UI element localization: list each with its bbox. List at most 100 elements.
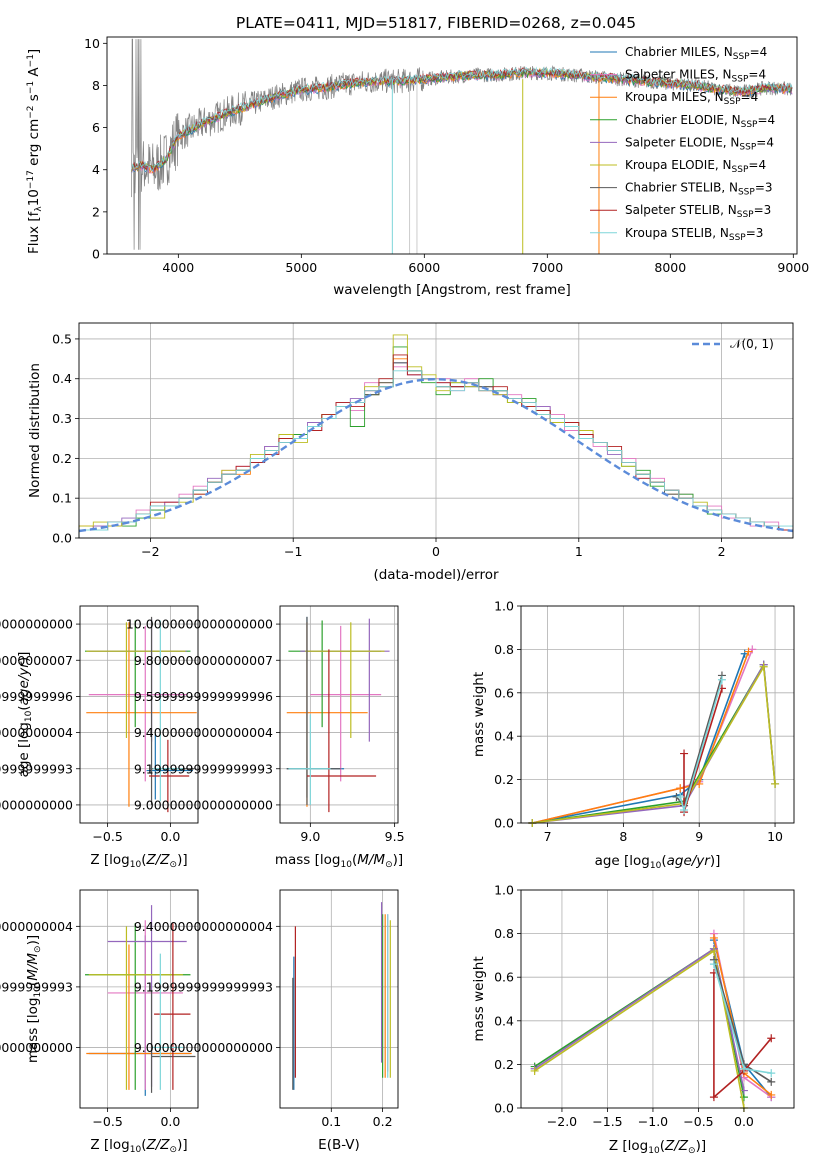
x-axis-label: mass [log10(M/M⊙)] — [275, 852, 403, 870]
weight-marker — [767, 1034, 776, 1043]
y-tick-label: 9.1999999999999993 — [0, 979, 73, 994]
label-part: ( — [660, 1138, 665, 1154]
figure-title: PLATE=0411, MJD=51817, FIBERID=0268, z=0… — [236, 14, 636, 32]
x-tick-label: −0.5 — [683, 1114, 713, 1129]
label-part: =3 — [754, 203, 772, 217]
label-part: mass [log — [275, 852, 341, 868]
label-part: =4 — [748, 68, 766, 82]
y-tick-label: 1.0 — [494, 883, 514, 898]
panel-mass_vs_EBV: 0.1 0.2 9.0000000000000000 9.19999999999999… — [134, 889, 399, 1153]
label-part: ( — [141, 852, 146, 868]
y-tick-label: 0.4 — [494, 1013, 514, 1028]
label-part: Chabrier ELODIE, N — [625, 113, 741, 127]
y-tick-label: 10.0000000000000000 — [126, 617, 273, 632]
label-part: SSP — [737, 210, 754, 220]
label-part: 𝒩 — [730, 337, 744, 351]
label-part: mass [log — [25, 998, 41, 1064]
gaussian-reference — [78, 377, 794, 533]
label-part: A — [26, 67, 42, 81]
x-tick-label: 0 — [432, 544, 440, 559]
label-part: 10 — [130, 860, 142, 870]
weight-marker — [744, 647, 753, 656]
label-part: M/M — [357, 852, 385, 868]
label-part: SSP — [739, 142, 756, 152]
label-part: SSP — [733, 52, 750, 62]
y-tick-label: 9.8000000000000007 — [0, 653, 73, 668]
label-part: )] — [177, 852, 188, 868]
x-tick-label: 9.0 — [300, 829, 320, 844]
x-tick-label: −0.5 — [92, 829, 122, 844]
y-tick-label: 10 — [84, 36, 100, 51]
y-tick-label: 0.8 — [494, 642, 514, 657]
x-tick-label: −2 — [141, 544, 159, 559]
y-axis-label: mass [log10(M/M⊙)] — [25, 935, 43, 1063]
legend-label: Salpeter STELIB, NSSP=3 — [625, 203, 771, 220]
legend-label: Kroupa MILES, NSSP=4 — [625, 90, 758, 107]
y-tick-label: 0.2 — [52, 451, 72, 466]
weight-line-3 — [534, 947, 745, 1098]
y-tick-label: 0.1 — [52, 491, 72, 506]
y-tick-label: 9.4000000000000004 — [0, 919, 73, 934]
weight-line-5 — [534, 949, 745, 1109]
label-part: Z [log — [90, 1137, 129, 1153]
y-tick-label: 0.5 — [52, 331, 72, 346]
label-part: Salpeter ELODIE, N — [625, 135, 739, 149]
weight-marker — [709, 960, 718, 969]
weight-line-7 — [683, 688, 723, 813]
label-part: SSP — [732, 165, 749, 175]
label-part: =3 — [755, 181, 773, 195]
weight-marker — [680, 749, 689, 758]
weight-marker — [709, 1093, 718, 1102]
weight-marker — [767, 1090, 776, 1099]
label-part: 10 — [24, 710, 34, 722]
legend-label: Chabrier ELODIE, NSSP=4 — [625, 113, 775, 130]
y-axis-label: mass weight — [471, 956, 487, 1041]
label-part: 10 — [33, 986, 43, 998]
panel-residuals: −2 −1 0 1 2 0.0 0.1 0.2 0.3 0.4 0.5 𝒩(0, 1) (data-mo… — [27, 322, 794, 583]
axes-frame — [279, 889, 399, 1109]
y-tick-label: 8 — [92, 78, 100, 93]
x-tick-label: 10 — [767, 829, 783, 844]
label-part: =4 — [757, 113, 775, 127]
y-tick-label: 0 — [92, 247, 100, 262]
y-tick-label: 9.5999999999999996 — [134, 689, 273, 704]
x-axis-label: (data-model)/error — [373, 567, 499, 583]
label-part: ⊙ — [170, 1145, 178, 1155]
x-tick-label: 0.0 — [160, 829, 180, 844]
y-tick-label: 9.0000000000000000 — [0, 797, 73, 812]
label-part: 10 — [340, 860, 352, 870]
label-part: =3 — [746, 226, 764, 240]
axes-frame — [78, 322, 794, 539]
legend-label: Chabrier STELIB, NSSP=3 — [625, 181, 773, 198]
label-part: age/yr — [667, 853, 712, 869]
label-part: =4 — [756, 135, 774, 149]
x-tick-label: 9 — [695, 829, 703, 844]
x-tick-label: 0.0 — [734, 1114, 754, 1129]
x-tick-label: 2 — [718, 544, 726, 559]
label-part: −1 — [26, 54, 36, 67]
label-part: ( — [16, 705, 32, 710]
y-tick-label: 9.0000000000000000 — [134, 797, 273, 812]
y-tick-label: 0.0 — [52, 531, 72, 546]
weight-line-4 — [534, 947, 745, 1091]
plot-area-mass_vs_EBV — [292, 902, 391, 1090]
legend-label: 𝒩(0, 1) — [730, 337, 774, 351]
y-tick-label: 4 — [92, 162, 100, 177]
label-part: E(B-V) — [318, 1137, 360, 1153]
x-tick-label: −1 — [284, 544, 302, 559]
x-tick-label: 7 — [544, 829, 552, 844]
x-tick-label: 1 — [575, 544, 583, 559]
label-part: )] — [696, 1138, 707, 1154]
weight-marker — [709, 933, 718, 942]
y-axis-label: Flux [fλ10−17 erg cm−2 s−1 A−1] — [26, 49, 44, 254]
axes-frame — [279, 605, 399, 824]
y-tick-label: 9.1999999999999993 — [0, 761, 73, 776]
x-tick-label: 0.2 — [373, 1114, 393, 1129]
y-tick-label: 0.4 — [494, 729, 514, 744]
label-part: −1 — [26, 81, 36, 94]
label-part: ( — [25, 981, 41, 986]
x-tick-label: −0.5 — [92, 1114, 122, 1129]
weight-marker — [676, 784, 685, 793]
label-part: ⊙ — [688, 1146, 696, 1156]
